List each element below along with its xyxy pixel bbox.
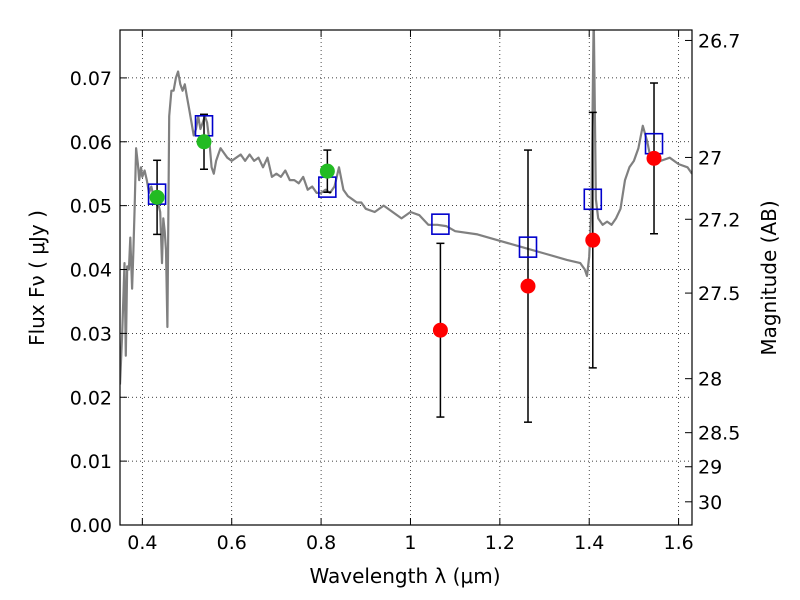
upper-limit-point bbox=[432, 322, 448, 338]
upper-limit-point bbox=[520, 278, 536, 294]
magnitude-tick-label: 30 bbox=[698, 492, 722, 514]
x-tick-label: 0.8 bbox=[306, 532, 336, 554]
magnitude-tick-label: 27.5 bbox=[698, 283, 740, 305]
upper-limit-point bbox=[646, 150, 662, 166]
plot-frame bbox=[119, 29, 693, 526]
model-square bbox=[431, 213, 450, 235]
y2-axis-label: Magnitude (AB) bbox=[757, 200, 781, 355]
model-spectrum bbox=[120, 30, 692, 385]
x-tick-label: 1.2 bbox=[485, 532, 515, 554]
magnitude-tick-label: 27 bbox=[698, 147, 722, 169]
detection-point bbox=[149, 189, 165, 205]
x-tick-label: 1.4 bbox=[574, 532, 604, 554]
model-square bbox=[583, 188, 603, 211]
y-axis-label: Flux Fν ( μJy ) bbox=[25, 210, 49, 346]
x-tick-label: 0.6 bbox=[217, 532, 247, 554]
y-tick-label: 0.05 bbox=[70, 196, 112, 218]
grid-lines bbox=[120, 30, 692, 525]
model-photometry-squares bbox=[147, 115, 664, 258]
spectrum-line bbox=[120, 30, 692, 385]
magnitude-tick-label: 27.2 bbox=[698, 209, 740, 231]
x-tick-label: 1 bbox=[404, 532, 416, 554]
x-tick-labels: 0.4 0.6 0.8 1 1.2 1.4 1.6 bbox=[127, 532, 693, 554]
observed-photometry-points bbox=[149, 134, 662, 338]
detection-point bbox=[196, 134, 212, 150]
y-tick-label: 0.03 bbox=[70, 323, 112, 345]
magnitude-tick-label: 29 bbox=[698, 457, 722, 479]
y-tick-label: 0.07 bbox=[70, 68, 112, 90]
magnitude-tick-labels: 26.7 27 27.2 27.5 28 28.5 29 30 bbox=[698, 30, 740, 513]
upper-limit-point bbox=[585, 232, 601, 248]
x-axis-label: Wavelength λ (μm) bbox=[309, 564, 500, 588]
magnitude-tick-label: 26.7 bbox=[698, 30, 740, 52]
model-square bbox=[518, 236, 538, 258]
y-tick-label: 0.01 bbox=[70, 451, 112, 473]
y-tick-label: 0.00 bbox=[70, 515, 112, 537]
axis-ticks bbox=[120, 30, 692, 526]
magnitude-tick-label: 28.5 bbox=[698, 423, 740, 445]
x-tick-label: 1.6 bbox=[663, 532, 693, 554]
error-bars bbox=[153, 82, 659, 423]
y-tick-label: 0.02 bbox=[70, 387, 112, 409]
x-tick-label: 0.4 bbox=[127, 532, 157, 554]
y-tick-label: 0.04 bbox=[70, 260, 112, 282]
magnitude-tick-label: 28 bbox=[698, 369, 722, 391]
detection-point bbox=[319, 163, 335, 179]
y-tick-label: 0.06 bbox=[70, 132, 112, 154]
y-tick-labels: 0.00 0.01 0.02 0.03 0.04 0.05 0.06 0.07 bbox=[70, 68, 112, 537]
